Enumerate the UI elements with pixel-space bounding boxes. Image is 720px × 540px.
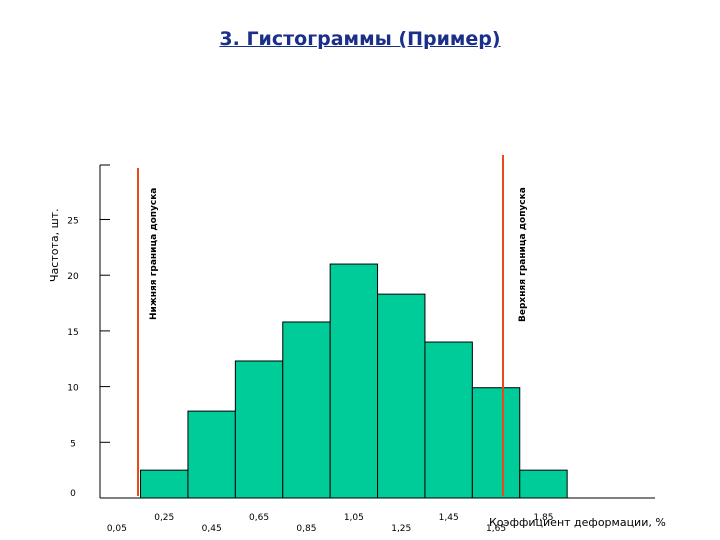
histogram-bar: [377, 293, 426, 499]
histogram-bar: [471, 387, 521, 499]
histogram-bar: [424, 341, 473, 499]
y-tick-label: 10: [67, 384, 79, 394]
histogram-bar: [329, 263, 379, 499]
histogram-bar: [519, 469, 568, 499]
histogram-bars: [140, 263, 568, 499]
x-tick-label: 1,05: [344, 513, 364, 523]
histogram-bar: [234, 360, 284, 499]
x-tick-label: 0,05: [107, 524, 127, 534]
histogram-bar: [187, 410, 236, 499]
y-tick-label: 0: [70, 489, 76, 499]
x-tick-label: 1,85: [533, 513, 553, 523]
x-tick-label: 1,45: [439, 513, 459, 523]
y-axis: 0 5 10 15 20 25: [67, 164, 110, 499]
histogram-bar: [282, 321, 331, 499]
tolerance-limits: Нижняя граница допуска Верхняя граница до…: [137, 155, 528, 496]
page-title: 3. Гистограммы (Пример): [219, 28, 501, 50]
y-tick-label: 25: [67, 217, 78, 227]
x-tick-label: 1,25: [391, 524, 411, 534]
histogram-bar: [140, 469, 189, 499]
upper-limit-label: Верхняя граница допуска: [518, 187, 528, 322]
x-tick-label: 0,85: [296, 524, 316, 534]
x-tick-label: 1,65: [486, 524, 506, 534]
y-axis-label: Частота, шт.: [48, 208, 61, 282]
x-tick-label: 0,25: [154, 513, 174, 523]
x-axis-label: Коэффициент деформации, %: [489, 516, 666, 529]
x-tick-label: 0,45: [202, 524, 222, 534]
y-tick-label: 15: [67, 328, 78, 338]
x-tick-label: 0,65: [249, 513, 269, 523]
lower-limit-label: Нижняя граница допуска: [149, 188, 159, 320]
y-tick-label: 5: [70, 439, 76, 449]
y-tick-label: 20: [67, 272, 79, 282]
